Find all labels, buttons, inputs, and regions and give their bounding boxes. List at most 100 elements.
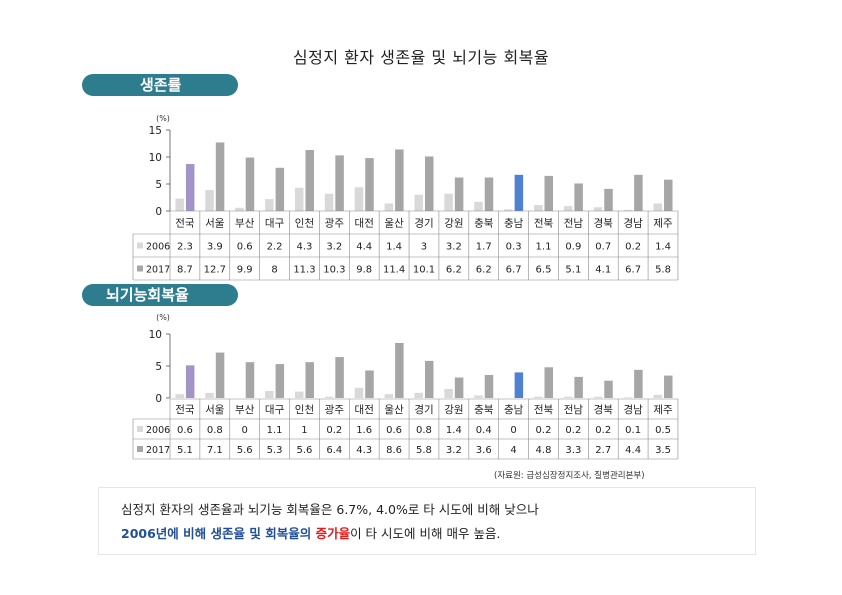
- chart2-value-2017: 3.2: [446, 445, 462, 456]
- chart2-value-2017: 6.4: [326, 445, 342, 456]
- chart1-value-2017: 10.3: [323, 265, 345, 276]
- chart2-value-2006: 0.8: [416, 425, 432, 436]
- chart2-y-tick-label: 0: [155, 393, 162, 405]
- chart2-category-label: 제주: [653, 404, 673, 416]
- chart2-category-label: 충남: [504, 404, 524, 416]
- chart1-bar-2006: [354, 187, 364, 211]
- chart2-value-2017: 5.3: [267, 445, 283, 456]
- chart2-category-label: 충북: [474, 404, 494, 416]
- chart2-bar-2006: [324, 396, 334, 398]
- chart1-value-2006: 3: [421, 242, 427, 253]
- chart1-category-label: 대구: [265, 218, 285, 230]
- chart2-bar-2006: [175, 394, 184, 398]
- chart2-bar-2006: [444, 389, 453, 398]
- chart2-bar-2017: [305, 362, 314, 398]
- chart1-value-2017: 8.7: [177, 265, 193, 276]
- chart1-bar-2006: [504, 209, 513, 211]
- chart2-category-label: 경북: [594, 403, 614, 416]
- chart1-bar-2017: [604, 188, 613, 211]
- chart1-bar-2006: [623, 209, 633, 211]
- chart2-category-label: 전국: [175, 404, 195, 416]
- chart2-category-label: 강원: [444, 404, 463, 416]
- chart2-value-2006: 0: [510, 425, 516, 436]
- chart1-value-2017: 11.4: [383, 265, 405, 276]
- chart2-legend-swatch-2006: [137, 426, 143, 432]
- chart1-bar-2017: [514, 174, 524, 211]
- chart1-category-label: 경기: [414, 217, 433, 230]
- chart2-bar-2017: [664, 375, 673, 398]
- chart2-bar-2006: [563, 396, 573, 398]
- section-label-brain-recovery: 뇌기능회복율: [82, 284, 238, 306]
- chart1-value-2006: 0.2: [625, 242, 641, 253]
- chart1-bar-2017: [365, 158, 374, 211]
- chart1-value-2006: 2.2: [267, 242, 283, 253]
- chart1-bar-2017: [275, 167, 285, 211]
- chart2-value-2006: 0.2: [565, 425, 581, 436]
- chart1-bar-2017: [484, 177, 494, 211]
- chart2-value-2017: 7.1: [207, 445, 223, 456]
- chart2-value-2017: 8.6: [386, 445, 402, 456]
- chart1-value-2006: 1.4: [655, 242, 671, 253]
- chart1-value-2017: 6.7: [625, 265, 641, 276]
- chart1-bar-2017: [634, 174, 643, 211]
- chart2-value-2017: 4: [510, 445, 516, 456]
- chart2-unit-label: (%): [156, 313, 170, 322]
- chart2-value-2006: 0.6: [386, 425, 402, 436]
- chart2-bar-2006: [474, 395, 483, 398]
- chart1-value-2017: 9.8: [356, 265, 372, 276]
- chart1-value-2017: 11.3: [293, 265, 315, 276]
- chart2-category-label: 경남: [623, 403, 643, 416]
- chart2-bar-2006: [205, 392, 214, 398]
- chart2-bar-2006: [265, 390, 274, 398]
- chart1-bar-2006: [205, 189, 214, 211]
- chart2-category-label: 인천: [295, 404, 314, 416]
- chart2-value-2017: 3.6: [476, 445, 492, 456]
- chart1-value-2017: 4.1: [595, 265, 611, 276]
- summary-line-2: 2006년에 비해 생존율 및 회복율의 증가율이 타 시도에 비해 매우 높음…: [121, 522, 755, 546]
- chart1-bar-2017: [335, 155, 344, 211]
- chart1-value-2006: 4.4: [356, 242, 372, 253]
- chart2-bar-2006: [354, 387, 364, 398]
- chart2-value-2017: 5.8: [416, 445, 432, 456]
- chart2-value-2017: 4.4: [625, 445, 641, 456]
- chart1-value-2006: 1.4: [386, 242, 402, 253]
- chart2-y-tick-label: 10: [149, 329, 162, 341]
- chart2-value-2017: 4.3: [356, 445, 372, 456]
- summary-rest: 이 타 시도에 비해 매우 높음.: [350, 526, 501, 541]
- chart2-value-2017: 2.7: [595, 445, 611, 456]
- chart2-value-2006: 1: [301, 425, 307, 436]
- chart1-bar-2006: [175, 198, 184, 211]
- chart2-bar-2017: [634, 369, 643, 398]
- chart1-value-2017: 5.8: [655, 265, 671, 276]
- chart1-bar-2006: [235, 207, 244, 211]
- chart2-bar-2017: [185, 365, 195, 398]
- chart1-value-2006: 0.6: [237, 242, 253, 253]
- chart2-bar-2006: [623, 397, 633, 398]
- source-note: (자료원: 급성심장정지조사, 질병관리본부): [494, 471, 645, 481]
- chart1-bar-2017: [395, 149, 404, 211]
- chart2-legend-2006: 2006: [146, 425, 170, 436]
- chart2-category-label: 전북: [534, 404, 554, 416]
- chart2-value-2006: 1.6: [356, 425, 372, 436]
- chart1-value-2017: 9.9: [237, 265, 253, 276]
- chart1-bar-2017: [544, 175, 553, 211]
- chart1-value-2006: 1.7: [476, 242, 492, 253]
- chart1-category-label: 울산: [384, 218, 404, 230]
- chart2-category-label: 서울: [205, 404, 225, 416]
- chart1-legend-swatch-2017: [137, 265, 143, 272]
- chart1-bar-2017: [574, 183, 583, 211]
- chart2-value-2017: 5.6: [297, 445, 313, 456]
- chart2-bar-2017: [424, 360, 434, 398]
- chart2-category-label: 경기: [414, 403, 433, 416]
- chart2-value-2017: 4.8: [536, 445, 552, 456]
- chart2-bar-2017: [215, 352, 225, 398]
- summary-highlight: 2006년에 비해 생존율 및 회복율의: [121, 526, 316, 541]
- chart1-value-2017: 6.2: [476, 265, 492, 276]
- chart1-bar-2006: [474, 201, 483, 211]
- chart1-category-label: 부산: [235, 218, 255, 230]
- chart2-bar-2017: [365, 370, 374, 398]
- chart1-category-label: 전북: [534, 218, 554, 230]
- chart1-bar-2017: [424, 156, 434, 211]
- chart1-legend-2006: 2006: [146, 242, 170, 253]
